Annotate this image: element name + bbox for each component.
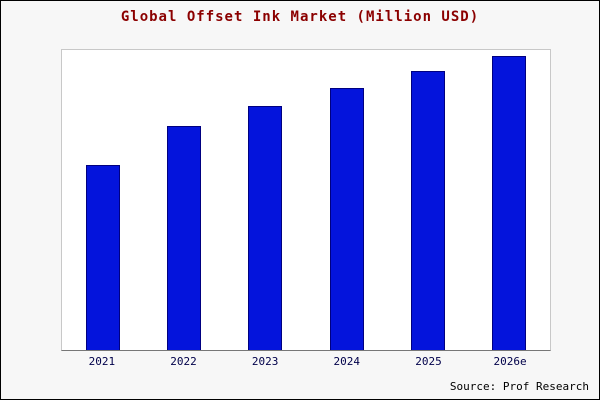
bar-2026e (492, 55, 527, 350)
x-tick-label-2024: 2024 (333, 355, 361, 368)
x-axis-tick-labels: 2021 2022 2023 2024 2025 2026e (61, 355, 551, 368)
bar-2022 (166, 126, 201, 350)
x-tick-label-2021: 2021 (88, 355, 116, 368)
bar-2024 (329, 88, 364, 350)
bar-series (62, 50, 550, 350)
plot-area (61, 49, 551, 351)
x-tick-label-2023: 2023 (251, 355, 279, 368)
x-tick-label-2026e: 2026e (493, 355, 527, 368)
chart-title: Global Offset Ink Market (Million USD) (120, 9, 480, 25)
bar-2021 (85, 164, 120, 350)
x-tick-label-2025: 2025 (415, 355, 442, 368)
bar-2025 (410, 70, 445, 350)
source-credit: Source: Prof Research (449, 380, 589, 393)
x-tick-label-2022: 2022 (170, 355, 197, 368)
bar-2023 (248, 105, 283, 350)
